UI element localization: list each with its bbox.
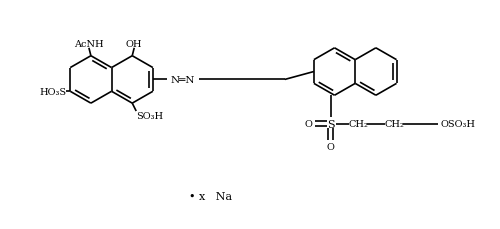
Text: AcNH: AcNH	[74, 40, 104, 49]
Text: O: O	[326, 142, 334, 151]
Text: S: S	[326, 119, 334, 129]
Text: O: O	[305, 120, 312, 129]
Text: • x   Na: • x Na	[188, 191, 232, 201]
Text: CH₂: CH₂	[348, 120, 368, 129]
Text: OSO₃H: OSO₃H	[441, 120, 476, 129]
Text: OH: OH	[126, 40, 142, 49]
Text: CH₂: CH₂	[384, 120, 404, 129]
Text: N═N: N═N	[170, 76, 195, 85]
Text: SO₃H: SO₃H	[136, 112, 164, 120]
Text: HO₃S: HO₃S	[39, 87, 66, 96]
